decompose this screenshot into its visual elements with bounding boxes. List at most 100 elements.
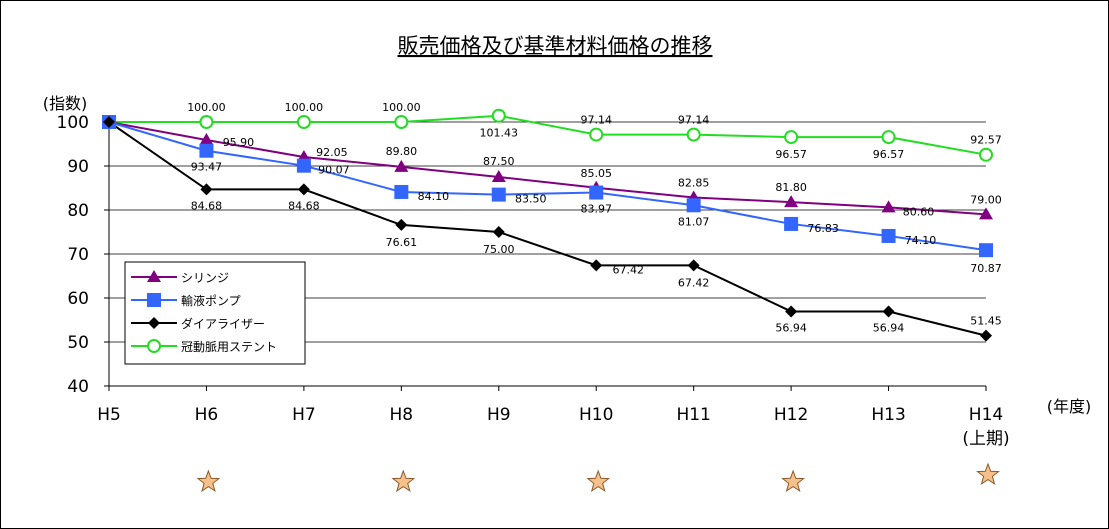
data-point: [686, 198, 701, 213]
data-point: [395, 218, 408, 231]
data-label: 83.50: [515, 193, 547, 206]
x-tick-label: H12: [774, 405, 808, 425]
data-label: 56.94: [775, 321, 807, 334]
y-tick-label: 70: [67, 245, 89, 265]
data-label: 81.80: [775, 181, 807, 194]
x-axis-ticks: H5 H6 H7 H8 H9 H10 H11 H12 H13 H14 (上期): [97, 405, 1009, 449]
y-tick-label: 90: [67, 157, 89, 177]
data-point: [103, 116, 115, 128]
data-labels: 95.90 92.05 89.80 87.50 85.05 82.85 81.80 80.60…: [187, 101, 1002, 334]
legend-item: 冠動脈用ステント: [131, 339, 277, 354]
data-label: 92.57: [970, 134, 1002, 147]
y-tick-label: 50: [67, 333, 89, 353]
x-tick-label: H10: [579, 405, 613, 425]
data-point: [980, 329, 992, 342]
series-line: [108, 121, 987, 252]
data-label: 75.00: [483, 243, 515, 256]
y-tick-label: 100: [57, 113, 89, 133]
data-label: 87.50: [483, 155, 515, 168]
data-point: [882, 305, 895, 318]
data-label: 90.07: [318, 164, 350, 177]
series-line: [108, 121, 987, 337]
legend-label: ダイアライザー: [181, 316, 265, 331]
data-label: 93.47: [191, 161, 223, 174]
data-point: [784, 216, 799, 231]
legend-label: 輸液ポンプ: [181, 293, 241, 308]
data-point: [881, 130, 896, 145]
data-label: 100.00: [285, 101, 324, 114]
series-lines: [108, 114, 987, 337]
data-label: 84.68: [191, 199, 223, 212]
data-point: [979, 147, 993, 162]
legend-swatch-marker: [147, 293, 161, 307]
series-line: [109, 114, 987, 156]
data-point: [881, 228, 896, 243]
data-point: [296, 115, 311, 129]
star-markers: [196, 462, 1000, 493]
x-tick-label: H13: [871, 405, 905, 425]
star-icon: [391, 469, 416, 493]
data-label: 97.14: [678, 114, 710, 127]
data-label: 101.43: [480, 127, 519, 140]
data-label: 76.83: [807, 222, 839, 235]
data-label: 83.97: [580, 203, 612, 216]
x-tick-label: H8: [390, 405, 414, 425]
x-tick-label: H7: [292, 405, 316, 425]
data-label: 82.85: [678, 176, 710, 189]
x-tick-label: H14: [969, 405, 1003, 425]
x-tick-label: H6: [195, 405, 219, 425]
legend-item: シリンジ: [131, 270, 229, 285]
x-tick-label: H9: [487, 405, 511, 425]
data-label: 67.42: [678, 276, 710, 289]
data-label: 92.05: [316, 146, 348, 159]
data-label: 51.45: [970, 315, 1002, 328]
data-point: [296, 158, 311, 173]
data-point: [784, 130, 799, 145]
data-point: [199, 115, 214, 129]
data-point: [785, 305, 798, 318]
data-point: [394, 184, 409, 199]
data-label: 56.94: [873, 321, 905, 334]
x-tick-label: H11: [676, 405, 710, 425]
y-tick-label: 40: [67, 377, 89, 397]
data-label: 96.57: [775, 148, 807, 161]
data-point: [199, 133, 214, 146]
x-tick-sublabel: (上期): [962, 429, 1009, 449]
data-label: 70.87: [970, 262, 1002, 275]
legend-item: ダイアライザー: [131, 316, 265, 331]
data-point: [979, 207, 993, 220]
data-point: [686, 127, 701, 142]
data-label: 67.42: [612, 263, 644, 276]
data-point: [491, 187, 506, 202]
data-label: 100.00: [382, 101, 421, 114]
data-point: [200, 183, 213, 196]
y-tick-label: 60: [67, 289, 89, 309]
data-label: 80.60: [903, 205, 935, 218]
star-icon: [586, 469, 611, 493]
data-label: 74.10: [905, 234, 937, 247]
data-label: 96.57: [873, 148, 905, 161]
legend-label: シリンジ: [181, 271, 229, 285]
data-point: [492, 226, 505, 238]
series-markers: [102, 108, 993, 342]
star-icon: [976, 462, 1000, 486]
x-tick-label: H5: [97, 405, 121, 425]
data-label: 79.00: [970, 193, 1002, 206]
data-label: 81.07: [678, 215, 710, 228]
data-point: [394, 115, 409, 129]
x-axis-label: (年度): [1047, 397, 1092, 416]
data-label: 97.14: [580, 114, 612, 127]
data-point: [491, 108, 506, 123]
data-point: [199, 143, 214, 158]
data-label: 100.00: [187, 101, 226, 114]
data-label: 84.10: [418, 190, 450, 203]
legend-swatch-marker: [148, 317, 160, 329]
star-icon: [196, 469, 221, 493]
data-label: 89.80: [386, 145, 418, 158]
data-label: 85.05: [580, 167, 612, 180]
legend-item: 輸液ポンプ: [131, 293, 241, 308]
data-label: 84.68: [288, 199, 320, 212]
